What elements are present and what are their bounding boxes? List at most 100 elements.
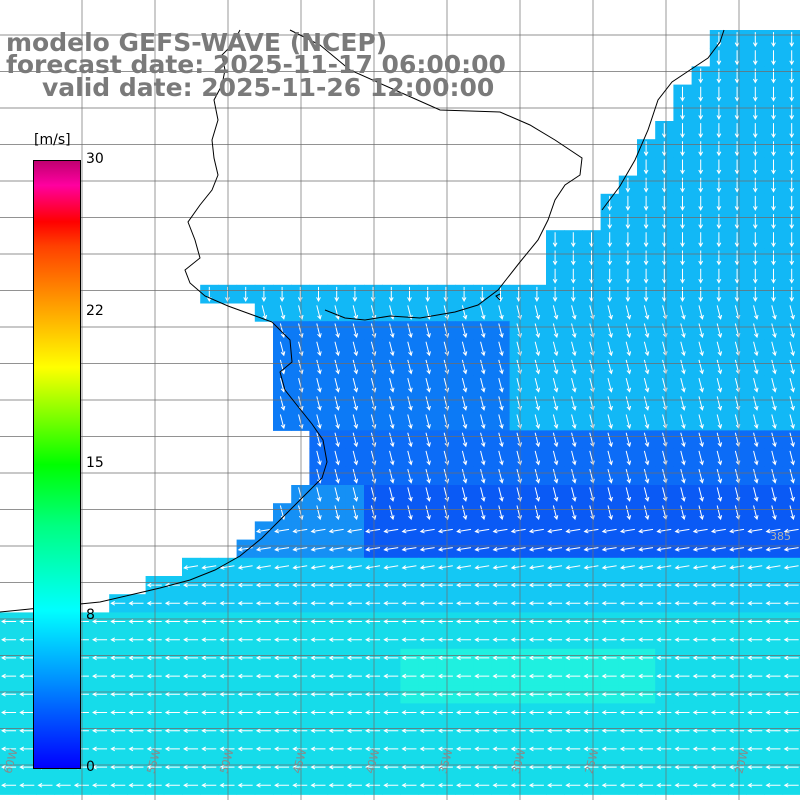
wind-arrow [498, 323, 504, 339]
wind-arrow [510, 673, 526, 679]
wind-arrow [619, 619, 635, 624]
wind-arrow [292, 619, 308, 624]
wind-arrow [752, 141, 758, 157]
wind-arrow [183, 782, 199, 788]
wind-arrow [643, 414, 650, 430]
wind-arrow [783, 782, 799, 788]
wind-arrow [698, 123, 704, 139]
wind-arrow [92, 710, 108, 715]
wind-arrow [492, 764, 508, 770]
wind-arrow [19, 764, 35, 770]
wind-arrow [771, 450, 777, 466]
wind-arrow [565, 673, 581, 679]
wind-arrow [510, 746, 526, 752]
wind-arrow [328, 764, 344, 770]
wind-arrow [328, 746, 344, 752]
wind-arrow [255, 637, 271, 643]
wind-arrow [752, 214, 758, 230]
wind-arrow [425, 432, 431, 448]
wind-arrow [734, 195, 740, 211]
wind-arrow [388, 286, 394, 302]
wind-arrow [365, 728, 381, 734]
wind-arrow [583, 655, 599, 661]
wind-arrow [219, 600, 235, 606]
wind-arrow [310, 528, 326, 534]
wind-arrow [661, 195, 667, 211]
wind-arrow [771, 396, 777, 411]
wind-arrow [19, 673, 35, 679]
wind-arrow [110, 600, 126, 606]
wind-arrow [771, 505, 777, 521]
wind-arrow [547, 582, 563, 588]
wind-arrow [710, 600, 726, 606]
wind-arrow [407, 286, 412, 302]
wind-arrow [365, 565, 381, 570]
wind-arrow [128, 655, 144, 661]
wind-arrow [456, 691, 472, 697]
wind-arrow [474, 582, 490, 588]
wind-arrow [383, 782, 399, 788]
wind-arrow [583, 565, 599, 570]
wind-arrow [765, 619, 781, 624]
wind-arrow [753, 450, 759, 466]
wind-arrow [310, 782, 326, 788]
wind-arrow [747, 582, 763, 588]
wind-arrow [201, 582, 217, 588]
wind-arrow [789, 414, 795, 430]
wind-arrow [771, 377, 777, 393]
wind-arrow [298, 396, 304, 411]
wind-arrow [607, 432, 613, 448]
wind-arrow [625, 450, 632, 466]
wind-arrow [110, 673, 126, 679]
wind-arrow [461, 432, 468, 448]
wind-arrow [692, 619, 708, 624]
wind-arrow [789, 268, 795, 284]
wind-arrow [680, 268, 685, 284]
wind-arrow [547, 728, 563, 734]
wind-arrow [492, 655, 508, 661]
wind-arrow [498, 487, 504, 502]
wind-arrow [638, 655, 654, 661]
wind-arrow [716, 50, 722, 66]
wind-arrow [716, 505, 723, 521]
wind-arrow [474, 710, 490, 715]
wind-arrow [565, 782, 581, 788]
wind-arrow [547, 528, 563, 534]
wind-arrow [552, 450, 559, 466]
wind-arrow [643, 268, 649, 284]
wind-arrow [638, 691, 654, 697]
wind-arrow [607, 487, 613, 502]
wind-arrow [698, 250, 704, 266]
wind-arrow [674, 782, 690, 788]
wind-arrow [92, 655, 108, 661]
wind-arrow [771, 141, 776, 157]
wind-arrow [128, 600, 144, 606]
wind-arrow [310, 691, 326, 697]
wind-arrow [492, 546, 508, 552]
wind-arrow [783, 565, 799, 570]
wind-arrow [752, 123, 758, 139]
wind-arrow [607, 450, 613, 466]
wind-arrow [425, 487, 431, 502]
wind-arrow [547, 691, 563, 697]
wind-arrow [680, 232, 685, 248]
wind-arrow [789, 123, 795, 139]
wind-arrow [752, 32, 758, 48]
wind-arrow [383, 746, 399, 752]
wind-arrow [456, 619, 472, 624]
wind-arrow [674, 746, 690, 752]
wind-arrow [492, 582, 508, 588]
wind-arrow [716, 104, 722, 120]
wind-arrow [674, 528, 690, 534]
wind-arrow [279, 414, 286, 430]
wind-arrow [534, 286, 540, 302]
wind-arrow [110, 710, 126, 715]
wind-arrow [461, 468, 468, 484]
wind-arrow [656, 728, 672, 734]
wind-arrow [661, 232, 667, 248]
wind-arrow [752, 232, 758, 248]
wind-arrow [625, 505, 632, 521]
wind-arrow [328, 637, 344, 643]
wind-arrow [656, 782, 672, 788]
wind-arrow [219, 782, 235, 788]
